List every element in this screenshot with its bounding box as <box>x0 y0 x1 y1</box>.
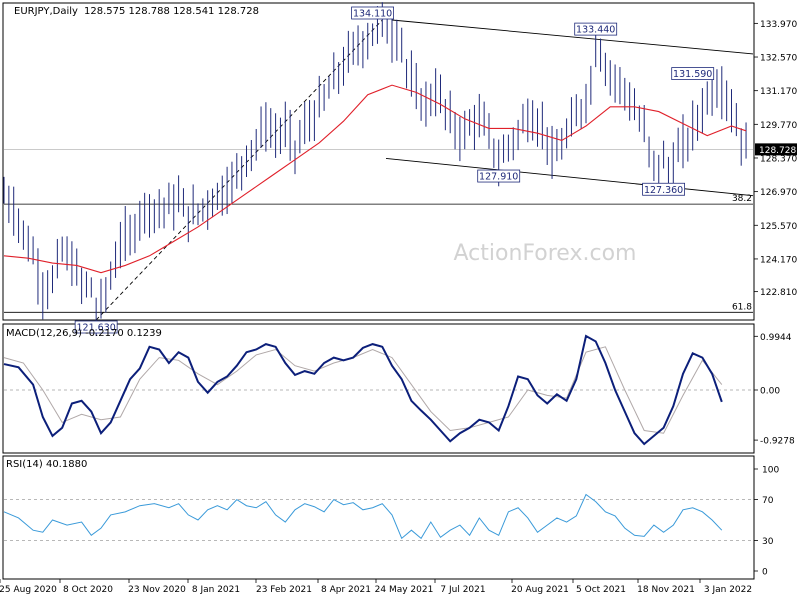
swing-label-box <box>74 320 118 334</box>
rsi-tick-label: 0 <box>762 568 768 578</box>
macd-title: MACD(12,26,9) -0.2170 0.1239 <box>6 328 162 339</box>
rsi-title: RSI(14) 40.1880 <box>6 459 87 470</box>
ohlc-values: 128.575 128.788 128.541 128.728 <box>84 6 259 17</box>
macd-y-axis: 0.9944 0.00 -0.9278 <box>754 333 795 447</box>
price-tick-label: 122.810 <box>760 288 797 298</box>
swing-label: 127.360 <box>644 185 683 196</box>
date-tick-label: 8 Jan 2021 <box>192 585 240 595</box>
price-tick-label: 132.570 <box>760 54 797 64</box>
macd-tick-label: 0.00 <box>760 387 780 397</box>
swing-label: 133.440 <box>576 25 615 36</box>
price-header: EURJPY,Daily 128.575 128.788 128.541 128… <box>14 6 259 17</box>
moving-average-line <box>3 84 747 274</box>
upper-channel-line <box>391 19 754 55</box>
price-tick-label: 125.570 <box>760 222 797 232</box>
price-bars <box>3 2 747 336</box>
macd-panel-frame <box>2 323 755 454</box>
rsi-y-axis: 100 70 30 0 <box>754 466 779 578</box>
price-y-axis: 133.970 132.570 131.170 129.770 128.370 126.9… <box>754 20 797 298</box>
swing-label: 131.590 <box>673 69 712 80</box>
price-annotations: 134.110 121.630 133.440 127.910 131.590 127.3… <box>74 6 715 334</box>
swing-label-box <box>671 67 715 80</box>
swing-label: 121.630 <box>77 323 116 334</box>
date-tick-label: 25 Aug 2020 <box>0 585 57 595</box>
swing-label: 127.910 <box>479 172 518 183</box>
rsi-lines <box>3 493 753 541</box>
date-tick-label: 23 Feb 2021 <box>256 585 312 595</box>
fib-level-label: 61.8 <box>732 302 752 312</box>
price-tick-label: 124.170 <box>760 255 797 265</box>
macd-signal-line <box>3 346 723 434</box>
macd-tick-label: 0.9944 <box>760 333 792 343</box>
macd-tick-label: -0.9278 <box>760 437 795 447</box>
rsi-tick-label: 100 <box>762 466 779 476</box>
current-price-tag <box>755 143 797 156</box>
price-tick-label: 129.770 <box>760 121 797 131</box>
macd-main-line <box>3 334 723 446</box>
rsi-tick-label: 30 <box>762 537 774 547</box>
panel-frames <box>2 2 755 580</box>
date-tick-label: 5 Oct 2021 <box>576 585 626 595</box>
swing-label: 134.110 <box>353 9 392 20</box>
date-tick-label: 3 Jan 2022 <box>704 585 752 595</box>
date-tick-label: 20 Aug 2021 <box>511 585 569 595</box>
price-tick-label: 131.170 <box>760 87 797 97</box>
rsi-tick-label: 70 <box>762 496 774 506</box>
watermark: ActionForex.com <box>454 241 637 266</box>
swing-label-box <box>351 6 395 20</box>
symbol-label: EURJPY,Daily <box>14 6 78 17</box>
price-tick-label: 128.370 <box>760 154 797 164</box>
price-tick-label: 126.970 <box>760 188 797 198</box>
current-price-tag-label: 128.728 <box>759 146 796 156</box>
fibonacci-levels: 38.2 61.8 <box>4 148 753 313</box>
price-panel-frame <box>2 2 755 321</box>
rising-trend-line <box>95 19 383 321</box>
macd-lines <box>3 334 753 446</box>
rsi-panel-frame <box>2 455 755 580</box>
swing-label-box <box>642 182 685 196</box>
rsi-line <box>3 493 723 540</box>
date-tick-label: 23 Nov 2020 <box>128 585 186 595</box>
price-tick-label: 133.970 <box>760 20 797 30</box>
moving-average <box>3 84 747 274</box>
channel-lines <box>95 19 754 321</box>
lower-channel-line <box>385 158 754 197</box>
date-tick-label: 8 Apr 2021 <box>321 585 371 595</box>
fib-level-label: 38.2 <box>732 194 752 204</box>
swing-label-box <box>477 169 521 183</box>
date-tick-label: 18 Nov 2021 <box>637 585 695 595</box>
date-x-axis: 25 Aug 2020 8 Oct 2020 23 Nov 2020 8 Jan 20… <box>0 579 752 595</box>
date-tick-label: 24 May 2021 <box>375 585 434 595</box>
date-tick-label: 7 Jul 2021 <box>440 585 485 595</box>
date-tick-label: 8 Oct 2020 <box>63 585 113 595</box>
swing-label-box <box>574 22 618 36</box>
